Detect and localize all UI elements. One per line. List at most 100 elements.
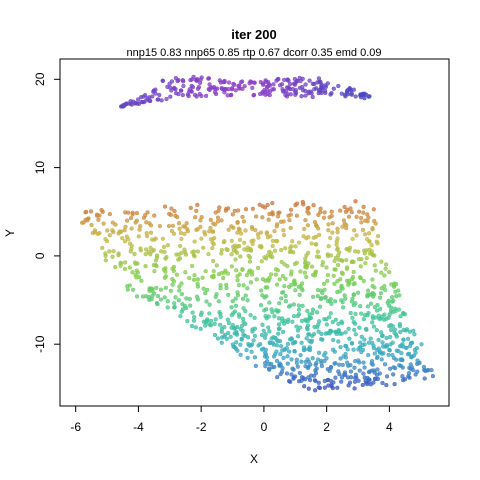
data-point xyxy=(248,280,254,285)
data-point xyxy=(249,349,254,354)
data-point xyxy=(184,296,189,301)
data-point xyxy=(349,299,355,304)
data-point xyxy=(383,266,388,271)
data-point xyxy=(214,263,219,268)
data-point xyxy=(155,97,160,102)
data-point xyxy=(229,312,234,318)
data-point xyxy=(347,336,352,341)
data-point xyxy=(223,86,228,92)
data-point xyxy=(188,303,193,308)
data-point xyxy=(194,208,199,214)
data-point xyxy=(154,300,160,306)
data-point xyxy=(307,377,313,383)
data-point xyxy=(211,275,216,280)
data-point xyxy=(173,295,178,300)
data-point xyxy=(177,256,183,261)
data-point xyxy=(317,385,323,391)
data-point xyxy=(398,329,403,335)
data-point xyxy=(325,278,330,284)
data-point xyxy=(238,352,243,357)
data-point xyxy=(430,373,436,379)
data-point xyxy=(289,282,294,288)
data-point xyxy=(150,293,155,299)
data-point xyxy=(162,249,167,255)
data-point xyxy=(205,318,210,323)
data-point xyxy=(265,202,270,208)
data-point xyxy=(150,288,155,294)
data-point xyxy=(337,289,342,294)
data-point xyxy=(249,272,255,277)
data-point xyxy=(182,247,187,252)
data-point xyxy=(348,310,353,316)
data-point xyxy=(280,273,285,279)
data-point xyxy=(336,257,342,262)
data-point xyxy=(127,265,132,270)
data-point xyxy=(206,251,211,257)
data-point xyxy=(344,343,349,349)
data-point xyxy=(229,305,234,310)
data-point xyxy=(318,206,323,211)
data-point xyxy=(107,233,112,238)
data-point xyxy=(177,226,182,231)
data-point xyxy=(248,248,254,253)
data-point xyxy=(340,305,346,310)
data-point xyxy=(372,285,377,290)
data-point xyxy=(211,269,216,274)
data-point xyxy=(304,253,309,258)
data-point xyxy=(339,298,344,303)
data-point xyxy=(272,228,277,234)
data-point xyxy=(371,324,377,329)
data-point xyxy=(313,362,318,367)
data-point xyxy=(390,352,395,358)
data-point xyxy=(226,292,231,298)
data-point xyxy=(263,92,268,97)
data-point xyxy=(234,268,239,273)
data-point xyxy=(217,205,222,210)
data-point xyxy=(118,261,124,266)
data-point xyxy=(366,292,371,298)
data-point xyxy=(128,249,133,254)
data-point xyxy=(126,210,131,215)
data-point xyxy=(310,356,315,361)
data-point xyxy=(287,349,292,354)
data-point xyxy=(277,277,282,282)
data-point xyxy=(190,84,196,90)
data-point xyxy=(232,208,237,214)
data-point xyxy=(184,221,189,226)
x-tick-label: -4 xyxy=(133,420,144,434)
data-point xyxy=(210,240,215,245)
data-point xyxy=(241,283,246,288)
data-point xyxy=(244,273,249,278)
data-point xyxy=(361,371,366,376)
data-point xyxy=(339,379,344,384)
data-point xyxy=(208,217,213,223)
data-point xyxy=(297,292,302,298)
data-point xyxy=(179,309,184,314)
data-point xyxy=(240,296,246,301)
data-point xyxy=(241,219,247,224)
data-point xyxy=(312,378,318,383)
data-point xyxy=(364,327,369,332)
data-point xyxy=(285,354,290,359)
data-point xyxy=(190,250,195,255)
data-point xyxy=(130,212,135,217)
data-point xyxy=(138,224,143,229)
data-point xyxy=(333,329,338,334)
data-point xyxy=(332,349,337,354)
data-point xyxy=(320,263,325,268)
data-point xyxy=(362,365,367,370)
data-point xyxy=(370,277,375,282)
data-point xyxy=(272,314,277,319)
data-point xyxy=(177,284,182,289)
data-point xyxy=(345,265,350,270)
data-point xyxy=(128,215,134,221)
data-point xyxy=(361,204,366,210)
data-point xyxy=(304,274,309,280)
data-point xyxy=(352,249,358,254)
data-point xyxy=(255,265,261,271)
data-point xyxy=(250,206,256,211)
data-point xyxy=(300,303,305,308)
data-point xyxy=(146,249,151,255)
data-point xyxy=(342,370,348,375)
data-point xyxy=(208,225,213,231)
